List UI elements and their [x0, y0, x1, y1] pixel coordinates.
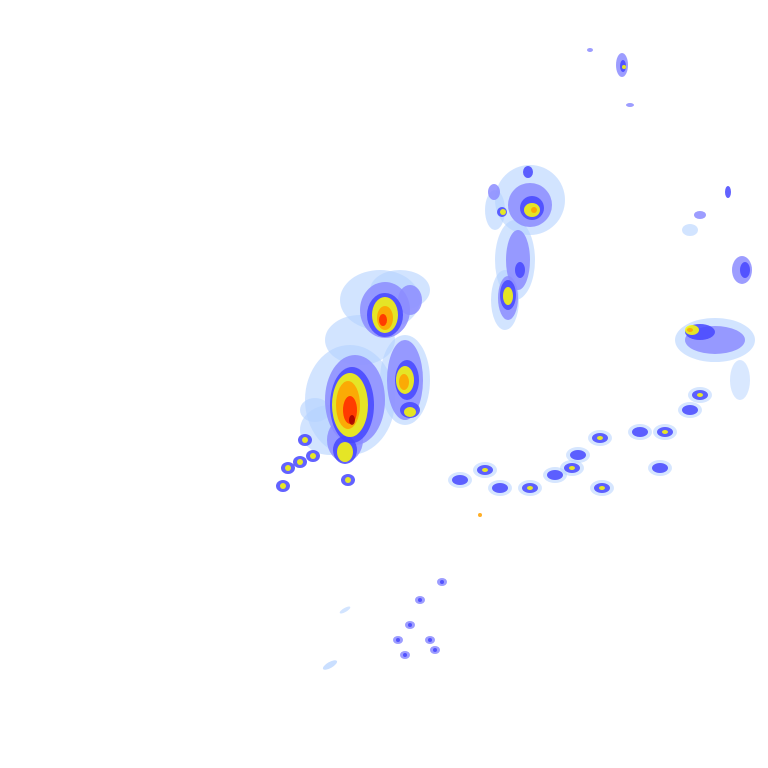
- echo-heavy: [622, 65, 626, 69]
- echo-intense: [379, 314, 387, 326]
- echo-light: [587, 48, 593, 52]
- echo-heavy: [285, 465, 291, 471]
- echo-light: [488, 184, 500, 200]
- echo-light: [398, 285, 422, 315]
- echo-moderate: [408, 623, 412, 627]
- echo-heavy: [482, 468, 488, 472]
- echo-heavy: [297, 459, 303, 465]
- echo-light: [506, 230, 530, 290]
- echo-very-heavy: [531, 207, 537, 213]
- echo-very-light: [339, 606, 351, 614]
- echo-heavy: [662, 430, 668, 434]
- echo-very-light: [322, 660, 338, 670]
- echo-moderate: [452, 475, 468, 485]
- echo-heavy: [310, 453, 316, 459]
- echo-moderate: [725, 186, 731, 198]
- echo-heavy: [597, 436, 603, 440]
- echo-moderate: [440, 580, 444, 584]
- echo-moderate: [396, 638, 400, 642]
- echo-heavy: [503, 287, 513, 305]
- echo-heavy: [569, 466, 575, 470]
- echo-moderate: [433, 648, 437, 652]
- echo-moderate: [632, 427, 648, 437]
- echo-moderate: [547, 470, 563, 480]
- echo-light: [694, 211, 706, 219]
- echo-heavy: [280, 483, 286, 489]
- echo-very-heavy: [399, 374, 409, 390]
- echo-moderate: [403, 653, 407, 657]
- echo-moderate: [418, 598, 422, 602]
- echo-heavy: [345, 477, 351, 483]
- echo-very-light: [730, 360, 750, 400]
- echo-heavy: [404, 407, 416, 417]
- echo-moderate: [523, 166, 533, 178]
- echo-extreme: [349, 415, 355, 425]
- echo-light: [626, 103, 634, 107]
- echo-heavy: [302, 437, 308, 443]
- echo-heavy: [500, 209, 506, 215]
- precipitation-echoes: [276, 48, 755, 670]
- echo-very-light: [682, 224, 698, 236]
- echo-moderate: [682, 405, 698, 415]
- echo-moderate: [740, 262, 750, 278]
- echo-heavy: [337, 442, 353, 462]
- echo-heavy: [599, 486, 605, 490]
- echo-heavy: [697, 393, 703, 397]
- echo-moderate: [570, 450, 586, 460]
- echo-moderate: [492, 483, 508, 493]
- echo-moderate: [515, 262, 525, 278]
- echo-heavy: [527, 486, 533, 490]
- echo-moderate: [428, 638, 432, 642]
- echo-very-heavy: [687, 328, 693, 332]
- echo-very-heavy: [478, 513, 482, 517]
- echo-very-light: [485, 190, 505, 230]
- echo-moderate: [652, 463, 668, 473]
- echo-very-light: [300, 398, 330, 422]
